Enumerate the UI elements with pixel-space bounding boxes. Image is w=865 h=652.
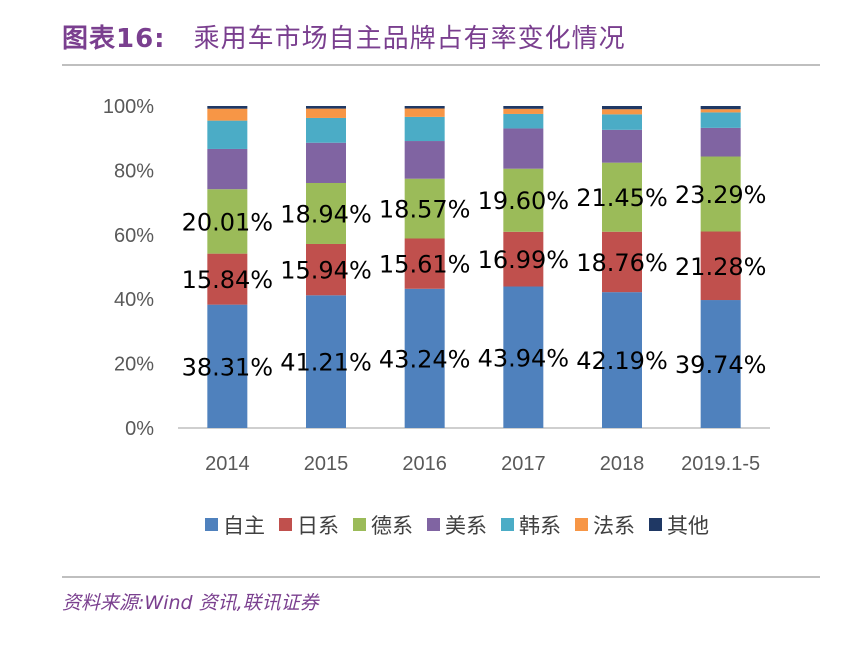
x-tick-label: 2018 — [600, 453, 645, 475]
bar-segment — [503, 168, 544, 232]
bar-segment — [503, 286, 544, 428]
bar-segment — [207, 304, 248, 428]
bar-segment — [503, 113, 544, 129]
legend-label: 日系 — [297, 514, 339, 538]
x-tick-label: 2014 — [205, 453, 250, 475]
bar-segment — [207, 106, 248, 109]
data-label: 39.74% — [675, 351, 767, 379]
y-tick-label: 0% — [125, 418, 154, 440]
bar-segment — [306, 117, 346, 143]
figure-number: 图表16: — [62, 24, 166, 54]
bar-segment — [306, 106, 346, 109]
bar-segment — [602, 162, 642, 232]
x-tick-label: 2017 — [501, 453, 546, 475]
bar-segment — [207, 148, 248, 190]
bar-segment — [306, 295, 346, 428]
bar-segment — [700, 127, 741, 157]
bar-segment — [503, 128, 544, 169]
data-label: 41.21% — [280, 349, 372, 377]
legend-label: 韩系 — [519, 514, 561, 538]
y-tick-label: 60% — [114, 225, 154, 247]
bar-segment — [306, 142, 346, 183]
bar-segment — [404, 178, 445, 239]
legend-swatch — [427, 518, 440, 531]
data-label: 19.60% — [478, 187, 570, 215]
data-label: 43.24% — [379, 345, 471, 373]
bar-segment — [404, 288, 445, 428]
legend-swatch — [205, 518, 218, 531]
x-tick-label: 2016 — [402, 453, 447, 475]
legend-swatch — [649, 518, 662, 531]
data-label: 15.84% — [182, 266, 274, 294]
legend-label: 其他 — [667, 514, 709, 538]
legend-swatch — [575, 518, 588, 531]
source-rule — [62, 576, 820, 578]
y-tick-label: 80% — [114, 160, 154, 182]
bar-segment — [700, 112, 741, 128]
data-label: 20.01% — [182, 208, 274, 236]
bar-segment — [602, 231, 642, 293]
bar-segment — [700, 156, 741, 232]
data-label: 18.57% — [379, 196, 471, 224]
bar-segment — [306, 108, 346, 118]
bar-segment — [602, 129, 642, 163]
bar-segment — [306, 243, 346, 296]
bar-segment — [700, 231, 741, 301]
bar-segment — [700, 106, 741, 110]
bar-segment — [404, 116, 445, 142]
bar-segment — [602, 292, 642, 428]
legend-label: 法系 — [593, 514, 635, 538]
bar-segment — [700, 109, 741, 113]
legend-swatch — [279, 518, 292, 531]
source-note: 资料来源:Wind 资讯,联讯证券 — [62, 592, 319, 614]
title-rule — [62, 64, 820, 66]
bar-segment — [207, 108, 248, 121]
data-label: 43.94% — [478, 344, 570, 372]
bar-segment — [503, 108, 544, 114]
bar-segment — [503, 231, 544, 287]
legend-swatch — [501, 518, 514, 531]
legend-swatch — [353, 518, 366, 531]
legend-label: 自主 — [223, 514, 265, 538]
legend-label: 德系 — [371, 514, 413, 538]
bar-segment — [404, 238, 445, 289]
bar-segment — [207, 189, 248, 254]
y-tick-label: 20% — [114, 354, 154, 376]
bar-segment — [602, 109, 642, 115]
data-label: 15.61% — [379, 251, 471, 279]
bar-segment — [602, 114, 642, 130]
stacked-bar-chart: 0% 20% 40% 60% 80% 100% 2014 2015 2016 2017 2018 20… — [103, 96, 770, 538]
x-tick-label: 2015 — [304, 453, 349, 475]
data-label: 15.94% — [280, 257, 372, 285]
bar-segment — [700, 300, 741, 428]
data-label: 16.99% — [478, 246, 570, 274]
bar-segment — [404, 106, 445, 109]
figure-title-text: 乘用车市场自主品牌占有率变化情况 — [193, 24, 626, 54]
data-label: 21.28% — [675, 253, 767, 281]
bar-segment — [404, 108, 445, 117]
y-tick-label: 100% — [103, 96, 154, 118]
x-tick-label: 2019.1-5 — [681, 453, 760, 475]
bar-segment — [207, 120, 248, 149]
bar-segment — [207, 253, 248, 305]
bar-segment — [602, 106, 642, 110]
legend-label: 美系 — [445, 514, 487, 538]
data-label: 18.94% — [280, 200, 372, 228]
data-label: 18.76% — [576, 249, 668, 277]
bar-segment — [306, 182, 346, 244]
y-tick-label: 40% — [114, 289, 154, 311]
data-label: 23.29% — [675, 181, 767, 209]
bar-segment — [404, 141, 445, 179]
data-label: 21.45% — [576, 184, 668, 212]
data-label: 42.19% — [576, 347, 668, 375]
data-label: 38.31% — [182, 353, 274, 381]
figure-title: 图表16: 乘用车市场自主品牌占有率变化情况 — [62, 18, 626, 55]
bar-segment — [503, 106, 544, 109]
